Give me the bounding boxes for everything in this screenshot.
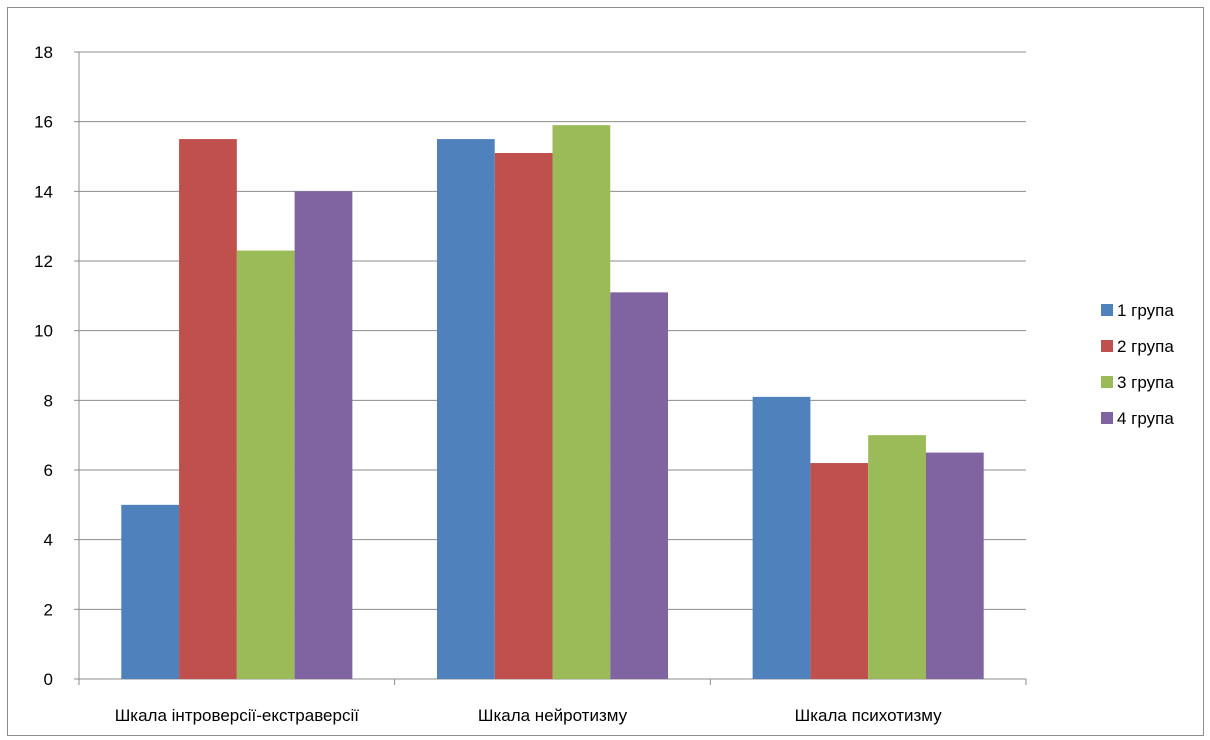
legend-swatch [1101, 340, 1113, 352]
legend-swatch [1101, 376, 1113, 388]
y-tick-label: 2 [44, 600, 53, 619]
y-tick-label: 6 [44, 461, 53, 480]
y-tick-label: 4 [44, 531, 53, 550]
bar [868, 435, 926, 679]
legend-swatch [1101, 304, 1113, 316]
bar [494, 153, 553, 679]
bar [752, 396, 811, 679]
y-tick-label: 18 [34, 43, 53, 62]
bar [925, 452, 984, 679]
legend-label: 4 група [1117, 409, 1174, 428]
bar [294, 191, 353, 680]
legend-swatch [1101, 412, 1113, 424]
y-tick-label: 0 [44, 670, 53, 689]
bar [179, 139, 237, 680]
bar [810, 463, 869, 679]
legend-label: 1 група [1117, 301, 1174, 320]
bar [552, 125, 611, 679]
x-category-label: Шкала психотизму [795, 706, 942, 725]
y-tick-label: 8 [44, 391, 53, 410]
bar [121, 504, 180, 679]
y-tick-label: 10 [34, 322, 53, 341]
y-tick-label: 14 [34, 182, 53, 201]
bar [436, 139, 495, 680]
legend-label: 2 група [1117, 337, 1174, 356]
x-category-label: Шкала нейротизму [478, 706, 628, 725]
bar [610, 292, 669, 679]
x-category-label: Шкала інтроверсії-екстраверсії [115, 706, 360, 725]
bar [236, 250, 295, 680]
y-tick-label: 12 [34, 252, 53, 271]
legend-label: 3 група [1117, 373, 1174, 392]
y-tick-label: 16 [34, 113, 53, 132]
